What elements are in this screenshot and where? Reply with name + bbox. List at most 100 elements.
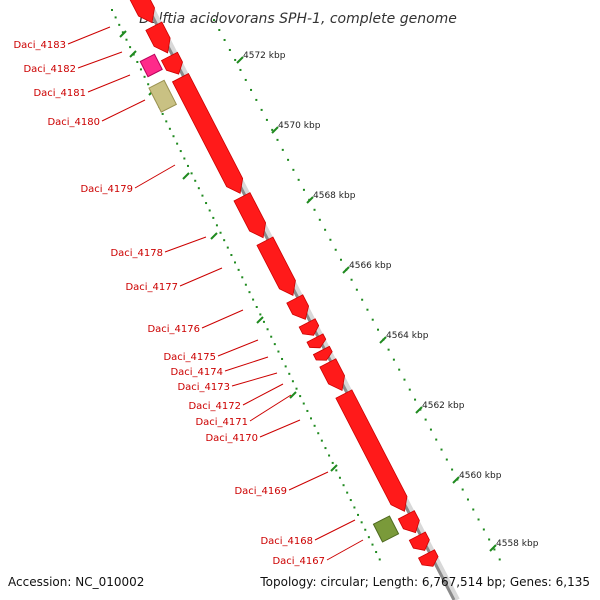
- outer-dot: [271, 128, 274, 131]
- gene-label[interactable]: Daci_4181: [33, 88, 86, 99]
- gene-arrow[interactable]: [145, 21, 176, 57]
- inner-dot: [320, 439, 323, 442]
- kbp-label: 4568 kbp: [313, 191, 356, 201]
- leader-line: [77, 51, 123, 69]
- gene-arrow[interactable]: [397, 510, 423, 537]
- outer-dot: [292, 168, 295, 171]
- inner-dot: [324, 447, 327, 450]
- gene-arrow[interactable]: [417, 549, 441, 571]
- gene-label[interactable]: Daci_4180: [47, 117, 100, 128]
- gene-arrow[interactable]: [160, 51, 186, 78]
- gene-label[interactable]: Daci_4183: [13, 40, 66, 51]
- feature-box-olive[interactable]: [372, 515, 400, 543]
- outer-dot: [403, 378, 406, 381]
- outer-dot: [213, 19, 215, 21]
- gene-arrow[interactable]: [121, 0, 160, 27]
- feature-box-magenta[interactable]: [139, 53, 163, 78]
- inner-dot: [367, 536, 370, 539]
- gene-arrow[interactable]: [306, 333, 328, 352]
- outer-dot: [377, 328, 380, 331]
- inner-dot: [129, 46, 132, 49]
- outer-dot: [445, 458, 448, 461]
- inner-dot: [111, 9, 113, 11]
- leader-line: [134, 164, 176, 189]
- gene-label[interactable]: Daci_4175: [163, 352, 216, 363]
- outer-dot: [313, 208, 316, 211]
- kbp-tick: [271, 126, 279, 134]
- gene-label-group: Daci_4183 Daci_4182 Daci_4181 Daci_4180 Daci…: [13, 26, 364, 567]
- inner-dot: [291, 380, 294, 383]
- leader-line: [101, 99, 146, 122]
- gene-label[interactable]: Daci_4170: [205, 433, 258, 444]
- leader-line: [67, 26, 111, 45]
- kbp-label: 4558 kbp: [496, 539, 539, 549]
- gene-arrow[interactable]: [408, 531, 432, 554]
- inner-tick: [119, 30, 127, 38]
- inner-dot: [317, 432, 320, 435]
- inner-dot: [230, 254, 233, 257]
- gene-label[interactable]: Daci_4178: [110, 248, 163, 259]
- inner-dot: [284, 365, 287, 368]
- inner-dot: [378, 558, 381, 561]
- outer-dot: [493, 548, 496, 551]
- inner-dot: [139, 68, 142, 71]
- leader-line: [164, 236, 207, 253]
- inner-dot: [273, 343, 276, 346]
- outer-dot: [414, 398, 417, 401]
- feature-box-khaki[interactable]: [148, 79, 178, 113]
- inner-dot: [252, 298, 255, 301]
- outer-dot: [239, 68, 242, 71]
- outer-dot: [218, 28, 221, 31]
- inner-tick: [289, 391, 297, 399]
- gene-label[interactable]: Daci_4174: [170, 367, 223, 378]
- gene-arrow[interactable]: [171, 73, 248, 198]
- outer-dot: [392, 358, 395, 361]
- inner-dot: [360, 521, 363, 524]
- map-title: Delftia acidovorans SPH-1, complete geno…: [139, 11, 457, 27]
- inner-dot: [234, 261, 237, 264]
- gene-label[interactable]: Daci_4177: [125, 282, 178, 293]
- gene-label[interactable]: Daci_4169: [234, 486, 287, 497]
- gene-arrow[interactable]: [335, 389, 413, 516]
- gene-label[interactable]: Daci_4182: [23, 64, 76, 75]
- gene-arrows: [121, 0, 441, 571]
- inner-dot: [168, 127, 171, 130]
- gene-arrow[interactable]: [256, 236, 301, 299]
- leader-line: [201, 309, 244, 329]
- gene-label[interactable]: Daci_4168: [260, 536, 313, 547]
- gene-arrow[interactable]: [298, 318, 321, 340]
- inner-dot: [331, 461, 334, 464]
- inner-dot: [375, 551, 378, 554]
- gene-arrow[interactable]: [286, 294, 314, 324]
- gene-label[interactable]: Daci_4179: [80, 184, 133, 195]
- gene-arrow[interactable]: [312, 345, 334, 364]
- gene-arrow[interactable]: [319, 358, 350, 395]
- gene-label[interactable]: Daci_4172: [188, 401, 241, 412]
- leader-line: [217, 339, 259, 357]
- outer-dot: [350, 278, 353, 281]
- outer-dot: [371, 318, 374, 321]
- outer-dot: [482, 528, 485, 531]
- gene-label[interactable]: Daci_4173: [177, 382, 230, 393]
- inner-dot: [121, 31, 124, 34]
- outer-dot: [287, 158, 290, 161]
- inner-dot: [223, 239, 226, 242]
- inner-dot: [114, 16, 117, 19]
- gene-arrow[interactable]: [233, 192, 271, 242]
- outer-dot: [461, 488, 464, 491]
- inner-dot: [147, 83, 150, 86]
- gene-label[interactable]: Daci_4171: [195, 417, 248, 428]
- outer-dot: [451, 468, 454, 471]
- outer-dot: [355, 288, 358, 291]
- inner-dot: [143, 75, 146, 78]
- kbp-label: 4566 kbp: [349, 261, 392, 271]
- outer-dot: [361, 298, 364, 301]
- inner-dot: [357, 513, 360, 516]
- gene-label[interactable]: Daci_4176: [147, 324, 200, 335]
- kbp-label: 4560 kbp: [459, 471, 502, 481]
- inner-dot: [244, 283, 247, 286]
- outer-dot: [477, 518, 480, 521]
- leader-line: [242, 383, 284, 406]
- gene-label[interactable]: Daci_4167: [272, 556, 325, 567]
